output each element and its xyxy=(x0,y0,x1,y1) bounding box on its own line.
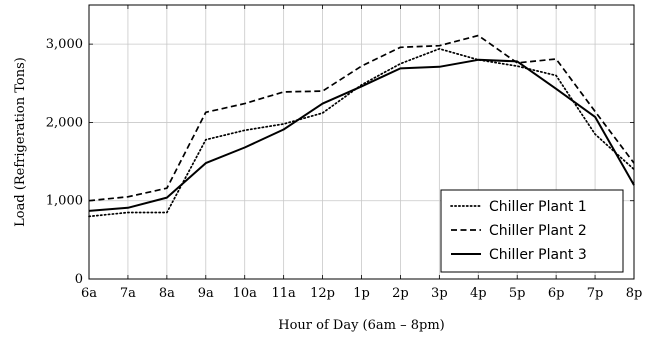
series-line-1 xyxy=(88,47,635,218)
y-tick-label: 1,000 xyxy=(46,194,83,209)
series-line-2 xyxy=(88,34,635,202)
legend: Chiller Plant 1 Chiller Plant 2 Chiller Pl… xyxy=(440,189,624,273)
y-tick-label: 0 xyxy=(75,272,83,287)
x-tick-label: 5p xyxy=(509,286,526,301)
x-tick-label: 8a xyxy=(159,286,175,301)
x-tick-label: 3p xyxy=(431,286,448,301)
x-tick-labels: 6a 7a 8a 9a 10a 11a 12p 1p 2p 3p 4p 5p 6p 7p 8p xyxy=(81,286,642,301)
x-tick-label: 7p xyxy=(587,286,604,301)
x-tick-label: 1p xyxy=(353,286,370,301)
legend-label-3: Chiller Plant 3 xyxy=(489,247,587,263)
x-tick-label: 12p xyxy=(310,286,335,301)
legend-label-1: Chiller Plant 1 xyxy=(489,199,587,215)
x-tick-label: 11a xyxy=(271,286,296,301)
legend-label-2: Chiller Plant 2 xyxy=(489,223,587,239)
x-tick-label: 4p xyxy=(470,286,487,301)
y-tick-label: 3,000 xyxy=(46,37,83,52)
y-axis-title: Load (Refrigeration Tons) xyxy=(13,57,28,227)
y-tick-label: 2,000 xyxy=(46,115,83,130)
x-tick-label: 6p xyxy=(548,286,565,301)
y-tick-labels: 0 1,000 2,000 3,000 xyxy=(46,37,83,287)
x-tick-label: 8p xyxy=(626,286,643,301)
x-tick-label: 10a xyxy=(233,286,258,301)
x-axis-title: Hour of Day (6am – 8pm) xyxy=(278,318,444,333)
x-tick-label: 7a xyxy=(120,286,136,301)
series-line-3 xyxy=(88,58,635,212)
legend-box xyxy=(440,189,624,273)
axis-ticks xyxy=(88,5,635,280)
x-tick-label: 2p xyxy=(392,286,409,301)
x-tick-label: 6a xyxy=(81,286,97,301)
series-lines xyxy=(88,34,635,218)
x-tick-label: 9a xyxy=(198,286,214,301)
